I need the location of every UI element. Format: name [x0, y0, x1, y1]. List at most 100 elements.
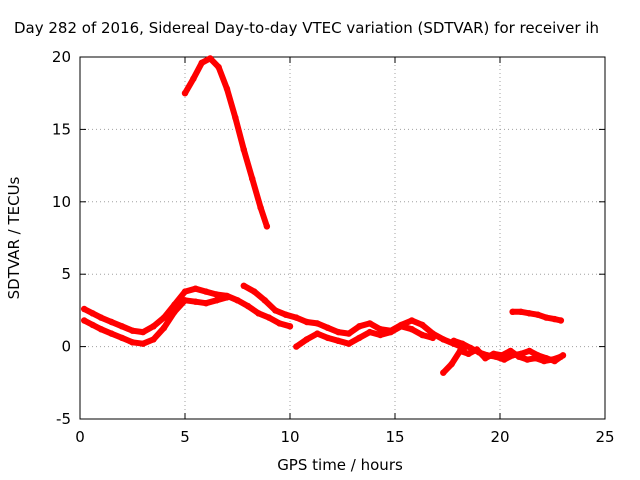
y-tick-label: 5	[61, 265, 71, 283]
data-point	[213, 297, 220, 304]
x-tick-label: 25	[595, 428, 614, 446]
x-tick-label: 0	[75, 428, 85, 446]
series-1	[181, 55, 271, 230]
data-point	[501, 356, 508, 363]
data-point	[150, 323, 157, 330]
data-point	[524, 356, 531, 363]
data-point	[223, 294, 231, 301]
data-point	[272, 307, 279, 314]
data-point	[240, 146, 247, 153]
data-point	[450, 337, 457, 344]
data-point	[202, 288, 210, 295]
data-point	[475, 349, 483, 356]
data-point	[440, 369, 447, 376]
data-point	[429, 334, 436, 342]
data-point	[419, 321, 426, 329]
series-3	[81, 294, 231, 347]
data-point	[89, 321, 96, 329]
data-point	[89, 310, 96, 317]
series-7	[450, 337, 567, 365]
data-point	[377, 326, 384, 333]
data-point	[108, 330, 115, 337]
data-point	[314, 320, 321, 327]
data-point	[192, 298, 199, 305]
y-tick-label: 15	[52, 120, 71, 138]
y-tick-label: 20	[52, 48, 71, 66]
data-point	[251, 288, 258, 295]
series-line	[240, 282, 468, 351]
data-point	[232, 114, 239, 122]
data-point	[223, 85, 231, 93]
data-point	[559, 352, 567, 359]
data-point	[467, 344, 474, 352]
data-point	[202, 300, 210, 307]
data-series	[81, 55, 567, 376]
x-tick-label: 20	[490, 428, 509, 446]
data-point	[492, 353, 499, 360]
data-point	[551, 315, 558, 323]
data-point	[263, 223, 271, 230]
data-point	[160, 324, 168, 331]
data-point	[408, 317, 415, 324]
data-point	[484, 352, 491, 359]
data-point	[276, 320, 283, 327]
data-point	[293, 314, 300, 321]
data-point	[286, 323, 294, 330]
data-point	[118, 334, 126, 342]
data-point	[81, 305, 88, 313]
data-point	[366, 328, 373, 336]
data-point	[97, 314, 105, 321]
data-point	[160, 314, 168, 321]
data-point	[255, 310, 262, 317]
data-point	[261, 297, 268, 304]
x-axis-label: GPS time / hours	[277, 456, 403, 474]
data-point	[81, 317, 88, 324]
data-point	[526, 347, 533, 355]
data-point	[335, 337, 342, 344]
data-point	[440, 336, 447, 343]
data-point	[387, 328, 394, 336]
data-point	[335, 328, 342, 336]
data-point	[465, 350, 472, 357]
data-point	[240, 282, 247, 289]
x-tick-label: 15	[385, 428, 404, 446]
x-tick-label: 5	[180, 428, 190, 446]
data-point	[534, 352, 541, 359]
data-point	[97, 326, 105, 333]
series-2	[81, 285, 294, 336]
data-point	[171, 308, 178, 315]
data-point	[408, 326, 415, 333]
series-5	[293, 323, 436, 350]
data-point	[551, 357, 558, 365]
data-point	[509, 308, 516, 315]
data-point	[190, 75, 197, 82]
series-8	[509, 308, 565, 324]
data-point	[356, 323, 363, 330]
data-point	[314, 330, 321, 337]
data-point	[181, 90, 189, 97]
grid	[80, 57, 605, 419]
data-point	[419, 331, 426, 339]
data-point	[324, 334, 331, 342]
data-point	[324, 324, 331, 331]
data-point	[244, 302, 252, 310]
data-point	[139, 328, 147, 336]
data-point	[456, 347, 464, 355]
data-point	[181, 288, 189, 295]
y-tick-label: 0	[61, 338, 71, 356]
y-tick-label: -5	[56, 410, 71, 428]
data-point	[265, 314, 273, 321]
data-point	[517, 350, 525, 357]
data-point	[534, 311, 541, 318]
data-point	[543, 314, 550, 321]
data-point	[129, 339, 136, 346]
data-point	[526, 310, 533, 317]
y-tick-label: 10	[52, 193, 71, 211]
data-point	[181, 297, 189, 304]
data-point	[213, 291, 220, 298]
data-point	[303, 336, 310, 343]
data-point	[215, 63, 222, 71]
data-point	[108, 318, 115, 326]
